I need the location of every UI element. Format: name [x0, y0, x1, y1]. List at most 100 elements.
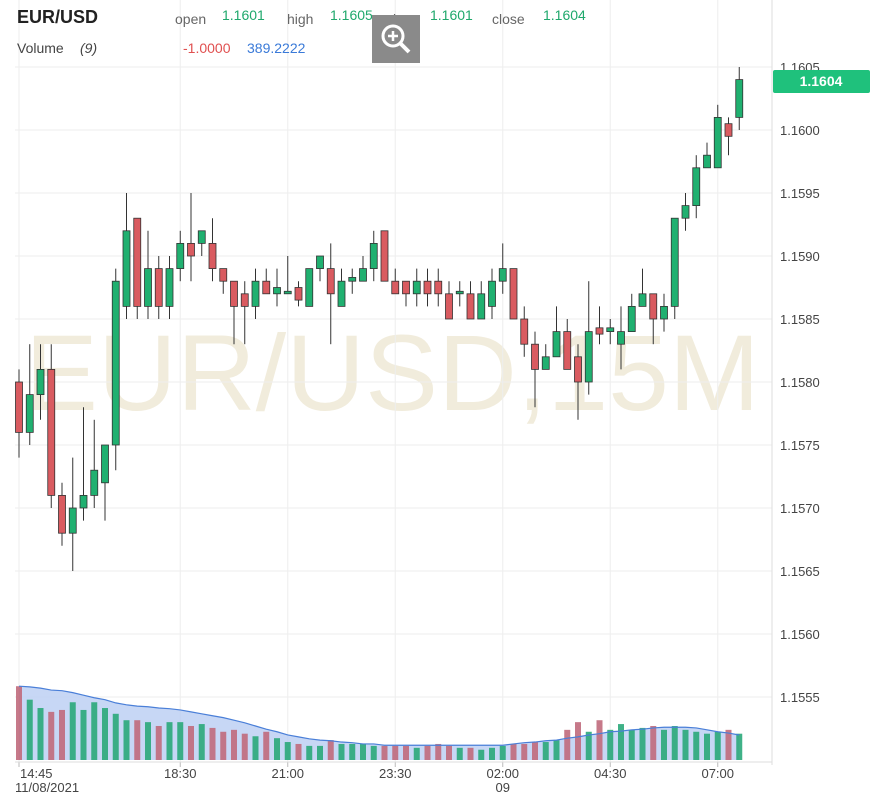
volume-bar [349, 743, 356, 760]
candle-body [434, 280, 443, 295]
candle-body [68, 507, 77, 534]
candle-body [735, 79, 744, 118]
y-tick-label: 1.1565 [780, 564, 820, 579]
volume-bar [596, 720, 603, 760]
candle-body [251, 280, 260, 307]
candle-body [617, 331, 625, 345]
x-tick-label: 02:00 [486, 766, 519, 781]
candle-body [692, 167, 701, 207]
open-label: open [175, 11, 206, 27]
y-tick-label: 1.1570 [780, 501, 820, 516]
x-tick-label: 07:00 [701, 766, 734, 781]
y-tick-label: 1.1600 [780, 123, 820, 138]
volume-bar [542, 742, 549, 760]
volume-bar [736, 733, 743, 760]
candle-body [391, 280, 400, 295]
candle-body [58, 494, 66, 534]
x-tick-label: 21:00 [271, 766, 304, 781]
close-label: close [492, 11, 525, 27]
candle-body [445, 293, 453, 320]
volume-bar [177, 722, 184, 760]
candle-body [79, 494, 88, 509]
candle-body [552, 331, 561, 358]
candle-body [660, 305, 668, 320]
x-sub-label: 11/08/2021 [15, 780, 79, 795]
watermark: EUR/USD,15M [25, 312, 760, 433]
candle-body [520, 318, 529, 345]
candle-body [133, 217, 142, 307]
candle-body [47, 368, 56, 496]
volume-bar [48, 711, 55, 760]
candle-body [574, 356, 582, 383]
candle-body [412, 280, 421, 295]
last-price-box [773, 70, 870, 93]
candle-body [359, 268, 367, 282]
volume-bar [155, 725, 162, 760]
candle-body [455, 290, 464, 295]
volume-bar [403, 745, 409, 760]
candle-body [36, 368, 45, 395]
volume-bar [435, 743, 442, 760]
candle-body [703, 154, 711, 169]
last-price-label: 1.1604 [800, 73, 843, 89]
candle-body [670, 217, 679, 307]
volume-bar [650, 725, 657, 760]
volume-bar [252, 736, 259, 760]
volume-bar [585, 731, 592, 760]
volume-bar [575, 722, 581, 760]
candle-body [584, 331, 593, 383]
volume-bar [145, 722, 151, 760]
volume-change: -1.0000 [183, 40, 231, 56]
volume-bar [80, 709, 87, 760]
candle-body [649, 293, 658, 320]
volume-label: Volume [17, 40, 64, 56]
volume-bar [499, 745, 506, 760]
candle-body [25, 394, 34, 433]
volume-bar [112, 713, 119, 760]
candle-body [498, 268, 507, 282]
candle-body [208, 242, 217, 269]
x-sub-label: 09 [496, 780, 510, 795]
volume-bar [392, 745, 399, 760]
x-tick-label: 14:45 [20, 766, 53, 781]
candle-body [230, 280, 238, 307]
volume-bar [456, 747, 463, 760]
volume-bar [446, 745, 452, 760]
volume-bar [69, 702, 76, 760]
candle-body [187, 242, 195, 257]
high-value: 1.1605 [330, 7, 373, 23]
volume-bar [564, 729, 571, 760]
candle-body [176, 242, 185, 269]
volume-bar [59, 709, 65, 760]
volume-bar [220, 731, 227, 760]
volume-bar [510, 743, 517, 760]
y-tick-label: 1.1555 [780, 690, 820, 705]
volume-bar [553, 740, 560, 760]
candle-body [638, 293, 647, 307]
candle-body [402, 280, 410, 295]
volume-bar [198, 724, 205, 760]
x-tick-label: 23:30 [379, 766, 412, 781]
candle-body [509, 268, 518, 320]
volume-bar [231, 729, 237, 760]
candle-body [380, 230, 389, 282]
volume-bar [661, 729, 667, 760]
candle-body [423, 280, 432, 295]
volume-bar [671, 725, 678, 760]
volume-bar [693, 731, 700, 760]
candle-body [337, 280, 346, 307]
candle-body [165, 268, 174, 307]
volume-bar [134, 720, 141, 760]
volume-bar [370, 745, 377, 760]
volume-bar [123, 720, 130, 760]
candle-body [240, 293, 249, 307]
volume-ma-line [18, 685, 740, 746]
candle-body [305, 268, 314, 307]
candle-body [316, 255, 324, 269]
candle-body [90, 469, 99, 496]
volume-bar [306, 745, 313, 760]
volume-bar [639, 727, 646, 760]
zoom-button[interactable] [372, 15, 420, 63]
candle-body [466, 293, 475, 320]
candle-body [15, 381, 23, 433]
